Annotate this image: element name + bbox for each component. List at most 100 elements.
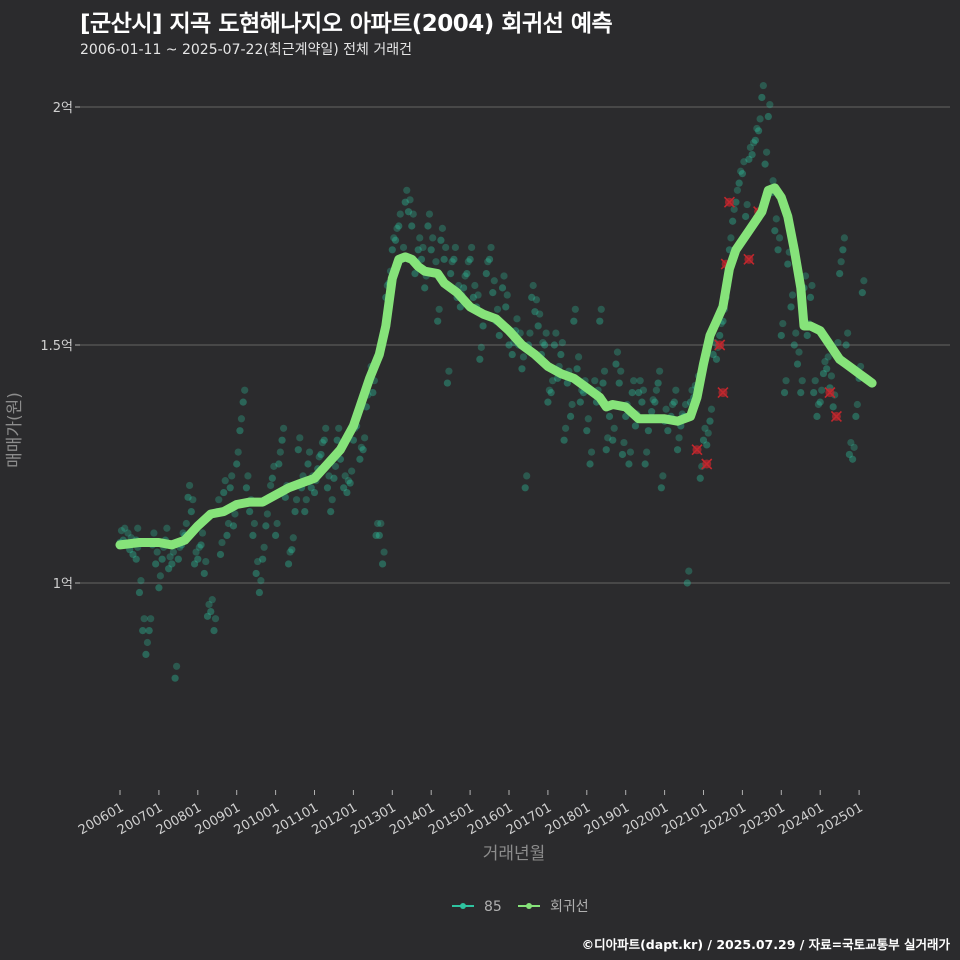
scatter-point [340,484,348,492]
scatter-point [635,389,643,397]
scatter-point [163,524,171,532]
scatter-point [732,198,740,206]
scatter-point [233,460,241,468]
scatter-point [411,270,419,278]
scatter-point [346,479,354,487]
scatter-point [139,627,147,635]
scatter-point [226,484,234,492]
scatter-point [317,450,325,459]
scatter-point [489,289,497,297]
scatter-point [218,538,226,547]
scatter-point [759,81,767,90]
scatter-point [706,417,714,425]
scatter-point [335,424,343,432]
cancelled-mark [714,339,726,351]
scatter-point [836,270,844,278]
scatter-point [289,534,297,542]
scatter-point [250,519,259,528]
x-tick-label: 202501 [815,800,865,838]
cancelled-mark [743,253,755,265]
chart-subtitle: 2006-01-11 ~ 2025-07-22(최근계약일) 전체 거래건 [80,42,412,58]
regression-layer [115,183,877,550]
scatter-point [471,281,479,290]
scatter-point [174,555,182,563]
scatter-point [573,365,581,373]
scatter-point [301,508,309,516]
cancelled-mark [717,387,729,399]
scatter-point [255,588,263,597]
scatter-point [388,246,396,254]
scatter-point [562,424,570,432]
cancelled-mark [824,387,836,399]
scatter-point [331,462,340,470]
scatter-point [403,186,411,194]
scatter-point [498,284,507,292]
scatter-point [207,607,215,616]
scatter-point [380,548,388,556]
scatter-point [344,477,353,485]
scatter-point [220,488,228,497]
scatter-point [246,508,254,516]
scatter-point [733,186,742,194]
scatter-point [404,208,413,216]
scatter-point [328,496,336,504]
scatter-point [359,446,367,454]
scatter-point [401,198,409,206]
scatter-point [464,258,472,266]
scatter-point [427,246,435,254]
scatter-point [844,329,852,337]
scatter-point [254,557,262,566]
scatter-point [602,446,610,454]
scatter-point [729,217,737,225]
legend-dot-85 [460,903,466,909]
scatter-point [215,496,223,504]
scatter-point [806,293,815,301]
scatter-point [182,519,190,528]
scatter-point [440,255,448,263]
scatter-point [343,488,351,497]
scatter-point [550,341,558,349]
scatter-point [615,379,623,387]
scatter-point [787,303,795,311]
scatter-point [320,436,328,444]
scatter-point [842,341,850,349]
scatter-point [740,158,748,166]
scatter-point [424,222,432,230]
scatter-point [701,424,709,432]
scatter-point [651,398,659,406]
scatter-point [657,484,665,492]
scatter-point [716,331,724,340]
scatter-point [793,360,802,368]
scatter-point [609,436,617,444]
scatter-point [519,353,528,361]
scatter-point [798,377,806,385]
scatter-point [205,600,213,609]
scatter-point [745,155,753,163]
cancelled-mark [701,458,713,470]
scatter-point [325,472,333,480]
scatter-point [356,455,364,463]
scatter-point [223,531,231,540]
scatter-point [434,317,442,325]
scatter-point [216,550,225,559]
scatter-point [568,400,576,409]
scatter-point [761,160,769,168]
scatter-point [557,350,565,359]
scatter-point [545,386,554,394]
scatter-point [672,386,680,394]
scatter-point [241,386,249,394]
scatter-point [730,205,738,213]
scatter-point [766,101,774,109]
footer-credit: ©디아파트(dapt.kr) / 2025.07.29 / 자료=국토교통부 실… [581,937,950,952]
scatter-point [536,310,544,318]
scatter-point [681,400,690,409]
scatter-point [503,291,511,299]
scatter-point [858,289,866,297]
scatter-point [620,438,628,447]
scatter-point [137,577,145,585]
scatter-point [597,305,605,313]
scatter-point [534,322,542,330]
scatter-point [237,415,246,423]
scatter-point [712,355,721,363]
scatter-point [140,615,148,623]
